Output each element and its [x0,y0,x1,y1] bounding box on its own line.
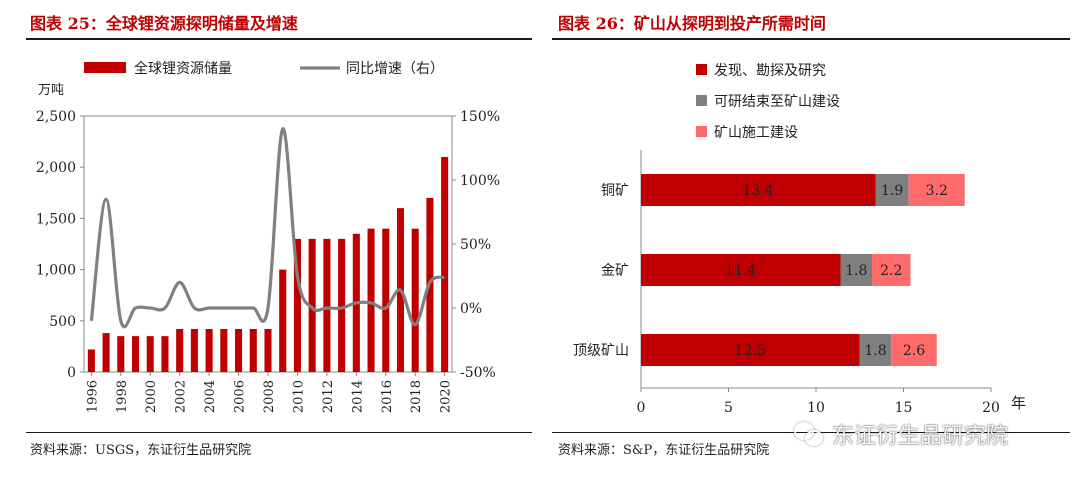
bar-2001 [161,336,169,372]
bar-2000 [146,336,154,372]
x-tick-label: 15 [895,400,913,416]
left-y-tick-label: 0 [67,365,76,381]
category-label-2: 顶级矿山 [573,343,629,359]
x-tick-label-2010: 2010 [291,380,306,413]
legend-label-reserves: 全球锂资源储量 [134,60,232,77]
x-tick-label-1996: 1996 [85,380,100,413]
bar-segment-2-0 [641,334,860,366]
bar-1997 [102,333,110,372]
watermark: 东证衍生品研究院 [794,418,1008,450]
bar-2006 [235,328,243,372]
bar-2020 [441,156,449,372]
left-source-divider [26,432,532,433]
bar-1998 [117,336,125,372]
bar-2011 [308,238,316,372]
left-y-tick-label: 2,000 [36,160,76,176]
bar-value-label-0-0: 13.4 [743,183,774,199]
bar-1999 [131,336,140,372]
bar-segment-2-2 [891,334,937,366]
right-y-tick-label: 0% [460,301,482,317]
x-tick-label-2000: 2000 [144,380,159,413]
bar-2010 [293,238,301,372]
bar-2016 [382,228,390,372]
bar-segment-0-0 [641,174,876,206]
right-y-tick-label: 50% [460,237,491,253]
left-title-divider [26,38,532,40]
bar-segment-1-2 [872,254,911,286]
x-tick-label: 0 [637,400,646,416]
legend-swatch-reserves [84,62,126,73]
x-tick-label-2020: 2020 [439,380,454,413]
bar-2003 [190,328,198,372]
bar-value-label-1-2: 2.2 [880,263,902,279]
wechat-icon [794,422,824,446]
x-tick-label-2002: 2002 [174,380,189,413]
x-tick-label-2016: 2016 [380,380,395,413]
right-chart-panel: 图表 26：矿山从探明到投产所需时间 0 5 10 15 20 年 铜矿金矿顶级矿山 13.4… [540,0,1080,483]
legend-label-growth: 同比增速（右） [346,61,444,77]
left-y-tick-label: 500 [49,314,76,330]
legend-swatch-1 [696,95,707,106]
x-tick-label-2004: 2004 [203,380,218,413]
left-y-tick-label: 2,500 [36,109,76,125]
x-tick-label: 10 [807,400,825,416]
legend-label-1: 可研结束至矿山建设 [714,94,840,110]
left-chart-panel: 图表 25：全球锂资源探明储量及增速 0 500 1,000 1,500 2,000 2,… [26,14,532,458]
x-tick-label: 5 [724,400,733,416]
left-chart-title: 图表 25：全球锂资源探明储量及增速 [30,14,298,33]
bar-value-label-1-1: 1.8 [845,263,867,279]
x-axis-unit: 年 [1011,394,1026,412]
left-chart-source: 资料来源：USGS，东证衍生品研究院 [30,443,252,458]
x-tick-label-2012: 2012 [321,380,336,413]
bar-2012 [323,238,331,372]
bar-segment-1-0 [641,254,841,286]
right-y-tick-label: 100% [460,173,500,189]
right-y-tick-label: -50% [460,365,496,381]
bar-value-label-0-2: 3.2 [926,183,948,199]
right-title-divider [552,38,1070,40]
x-tick-label-2008: 2008 [262,380,277,413]
legend-swatch-2 [696,126,707,137]
right-chart-source: 资料来源：S&P，东证衍生品研究院 [558,443,770,458]
bar-2005 [220,328,228,372]
right-y-tick-label: 150% [460,109,500,125]
watermark-text: 东证衍生品研究院 [832,424,1009,449]
legend-label-2: 矿山施工建设 [714,125,798,141]
bar-2004 [205,328,213,372]
x-tick-label-2018: 2018 [409,380,424,413]
bar-2009 [279,269,287,372]
x-tick-label-2014: 2014 [350,380,365,413]
x-tick-label-2006: 2006 [233,380,248,413]
x-tick-label: 20 [982,400,1000,416]
bar-segment-1-1 [840,254,872,286]
bar-2008 [264,328,272,372]
bar-segment-0-1 [875,174,909,206]
bar-2013 [338,238,346,372]
bar-value-label-2-1: 1.8 [864,343,886,359]
category-label-1: 金矿 [601,263,629,279]
growth-rate-line [89,127,446,329]
legend-label-0: 发现、勘探及研究 [714,63,826,79]
bar-segment-2-1 [859,334,892,366]
bar-value-label-1-0: 11.4 [725,263,756,279]
left-y-tick-label: 1,000 [36,263,76,279]
left-y-tick-label: 1,500 [36,211,76,227]
left-chart-figure: 0 500 1,000 1,500 2,000 2,500 -50% 0% 50% 100% 150… [36,60,500,413]
bar-value-label-2-0: 12.5 [735,343,766,359]
bar-segment-0-2 [908,174,965,206]
left-y-unit-label: 万吨 [38,83,64,98]
category-label-0: 铜矿 [601,183,629,199]
bar-1996 [87,349,95,372]
bar-value-label-0-1: 1.9 [881,183,903,199]
bar-2018 [411,228,419,372]
bar-2015 [367,228,375,372]
right-chart-title: 图表 26：矿山从探明到投产所需时间 [558,14,826,33]
bar-2007 [249,328,257,372]
bar-value-label-2-2: 2.6 [903,343,925,359]
x-tick-label-1998: 1998 [115,380,130,413]
bar-2002 [176,328,184,372]
legend-swatch-0 [696,64,707,75]
